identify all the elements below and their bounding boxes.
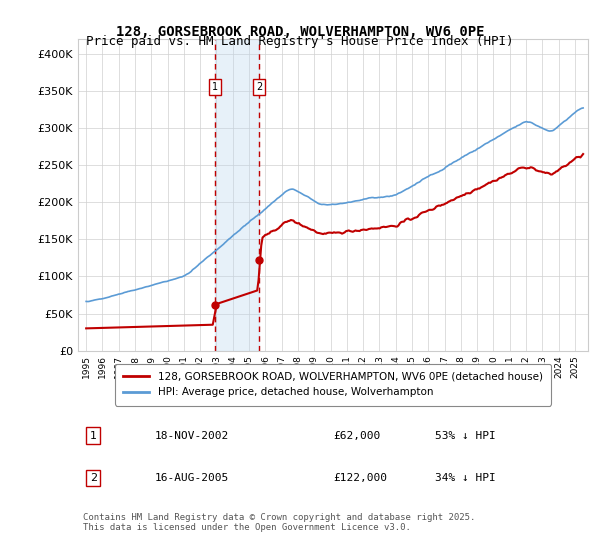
Text: £122,000: £122,000 xyxy=(333,473,387,483)
Text: £62,000: £62,000 xyxy=(333,431,380,441)
Text: 34% ↓ HPI: 34% ↓ HPI xyxy=(435,473,496,483)
Bar xyxy=(215,39,259,351)
Text: 128, GORSEBROOK ROAD, WOLVERHAMPTON, WV6 0PE: 128, GORSEBROOK ROAD, WOLVERHAMPTON, WV6… xyxy=(116,25,484,39)
Text: 16-AUG-2005: 16-AUG-2005 xyxy=(155,473,229,483)
Text: 2: 2 xyxy=(90,473,97,483)
Text: 53% ↓ HPI: 53% ↓ HPI xyxy=(435,431,496,441)
Text: 18-NOV-2002: 18-NOV-2002 xyxy=(155,431,229,441)
Text: 1: 1 xyxy=(90,431,97,441)
Text: Price paid vs. HM Land Registry's House Price Index (HPI): Price paid vs. HM Land Registry's House … xyxy=(86,35,514,48)
Text: Contains HM Land Registry data © Crown copyright and database right 2025.
This d: Contains HM Land Registry data © Crown c… xyxy=(83,512,475,532)
Legend: 128, GORSEBROOK ROAD, WOLVERHAMPTON, WV6 0PE (detached house), HPI: Average pric: 128, GORSEBROOK ROAD, WOLVERHAMPTON, WV6… xyxy=(115,363,551,405)
Text: 1: 1 xyxy=(211,82,218,92)
Text: 2: 2 xyxy=(256,82,262,92)
